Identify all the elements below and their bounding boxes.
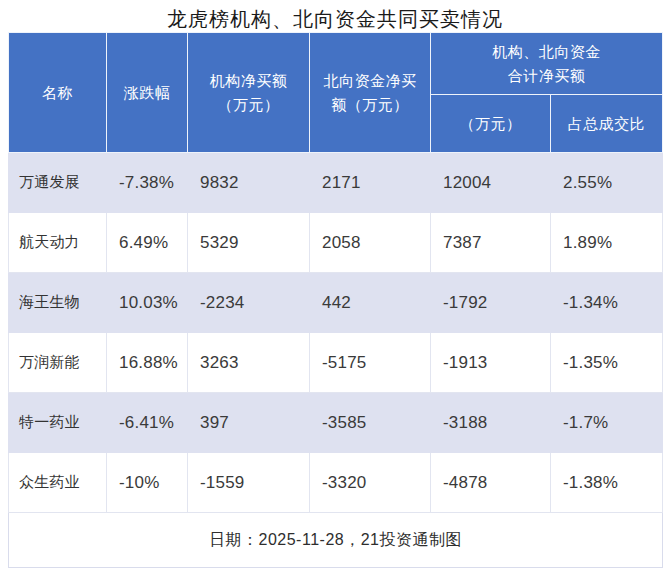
cell-north-net: 442: [310, 273, 431, 333]
table-row: 特一药业 -6.41% 397 -3585 -3188 -1.7%: [9, 393, 663, 453]
cell-change: 10.03%: [107, 273, 188, 333]
cell-inst-net: -1559: [188, 453, 310, 513]
cell-inst-net: 5329: [188, 213, 310, 273]
cell-change: 6.49%: [107, 213, 188, 273]
stocks-table: 名称 涨跌幅 机构净买额 （万元） 北向资金净买 额（万元） 机构、北向资金 合…: [8, 32, 663, 568]
col-header-inst-net: 机构净买额 （万元）: [188, 33, 310, 153]
cell-stock-name: 航天动力: [9, 213, 107, 273]
table-row: 万通发展 -7.38% 9832 2171 12004 2.55%: [9, 153, 663, 213]
page: 龙虎榜机构、北向资金共同买卖情况 名称 涨跌幅 机构净买额 （万元） 北向资金净…: [0, 0, 670, 580]
cell-inst-net: -2234: [188, 273, 310, 333]
cell-combined-amount: -4878: [431, 453, 551, 513]
cell-stock-name: 万润新能: [9, 333, 107, 393]
cell-north-net: 2171: [310, 153, 431, 213]
cell-north-net: -3585: [310, 393, 431, 453]
cell-combined-ratio: -1.34%: [551, 273, 663, 333]
col-header-name: 名称: [9, 33, 107, 153]
cell-stock-name: 特一药业: [9, 393, 107, 453]
col-header-combined-ratio: 占总成交比: [551, 95, 663, 153]
page-title: 龙虎榜机构、北向资金共同买卖情况: [0, 0, 670, 32]
cell-stock-name: 众生药业: [9, 453, 107, 513]
cell-change: -10%: [107, 453, 188, 513]
table-footer: 日期：2025-11-28，21投资通制图: [9, 513, 663, 568]
cell-combined-ratio: -1.38%: [551, 453, 663, 513]
table-row: 航天动力 6.49% 5329 2058 7387 1.89%: [9, 213, 663, 273]
cell-combined-amount: -1792: [431, 273, 551, 333]
col-header-change: 涨跌幅: [107, 33, 188, 153]
table-footer-note: 日期：2025-11-28，21投资通制图: [9, 513, 663, 568]
cell-inst-net: 9832: [188, 153, 310, 213]
table-row: 海王生物 10.03% -2234 442 -1792 -1.34%: [9, 273, 663, 333]
cell-north-net: -5175: [310, 333, 431, 393]
cell-combined-ratio: -1.7%: [551, 393, 663, 453]
table-row: 万润新能 16.88% 3263 -5175 -1913 -1.35%: [9, 333, 663, 393]
cell-combined-amount: 12004: [431, 153, 551, 213]
col-header-combined-group: 机构、北向资金 合计净买额: [431, 33, 663, 95]
cell-inst-net: 397: [188, 393, 310, 453]
table-body: 万通发展 -7.38% 9832 2171 12004 2.55% 航天动力 6…: [9, 153, 663, 513]
cell-combined-ratio: -1.35%: [551, 333, 663, 393]
cell-combined-amount: -3188: [431, 393, 551, 453]
cell-change: -6.41%: [107, 393, 188, 453]
cell-north-net: 2058: [310, 213, 431, 273]
cell-north-net: -3320: [310, 453, 431, 513]
cell-combined-ratio: 1.89%: [551, 213, 663, 273]
col-header-combined-amount: （万元）: [431, 95, 551, 153]
cell-stock-name: 万通发展: [9, 153, 107, 213]
cell-change: -7.38%: [107, 153, 188, 213]
cell-combined-amount: -1913: [431, 333, 551, 393]
cell-change: 16.88%: [107, 333, 188, 393]
table-row: 众生药业 -10% -1559 -3320 -4878 -1.38%: [9, 453, 663, 513]
cell-combined-amount: 7387: [431, 213, 551, 273]
table-header: 名称 涨跌幅 机构净买额 （万元） 北向资金净买 额（万元） 机构、北向资金 合…: [9, 33, 663, 153]
cell-inst-net: 3263: [188, 333, 310, 393]
cell-stock-name: 海王生物: [9, 273, 107, 333]
col-header-north-net: 北向资金净买 额（万元）: [310, 33, 431, 153]
cell-combined-ratio: 2.55%: [551, 153, 663, 213]
